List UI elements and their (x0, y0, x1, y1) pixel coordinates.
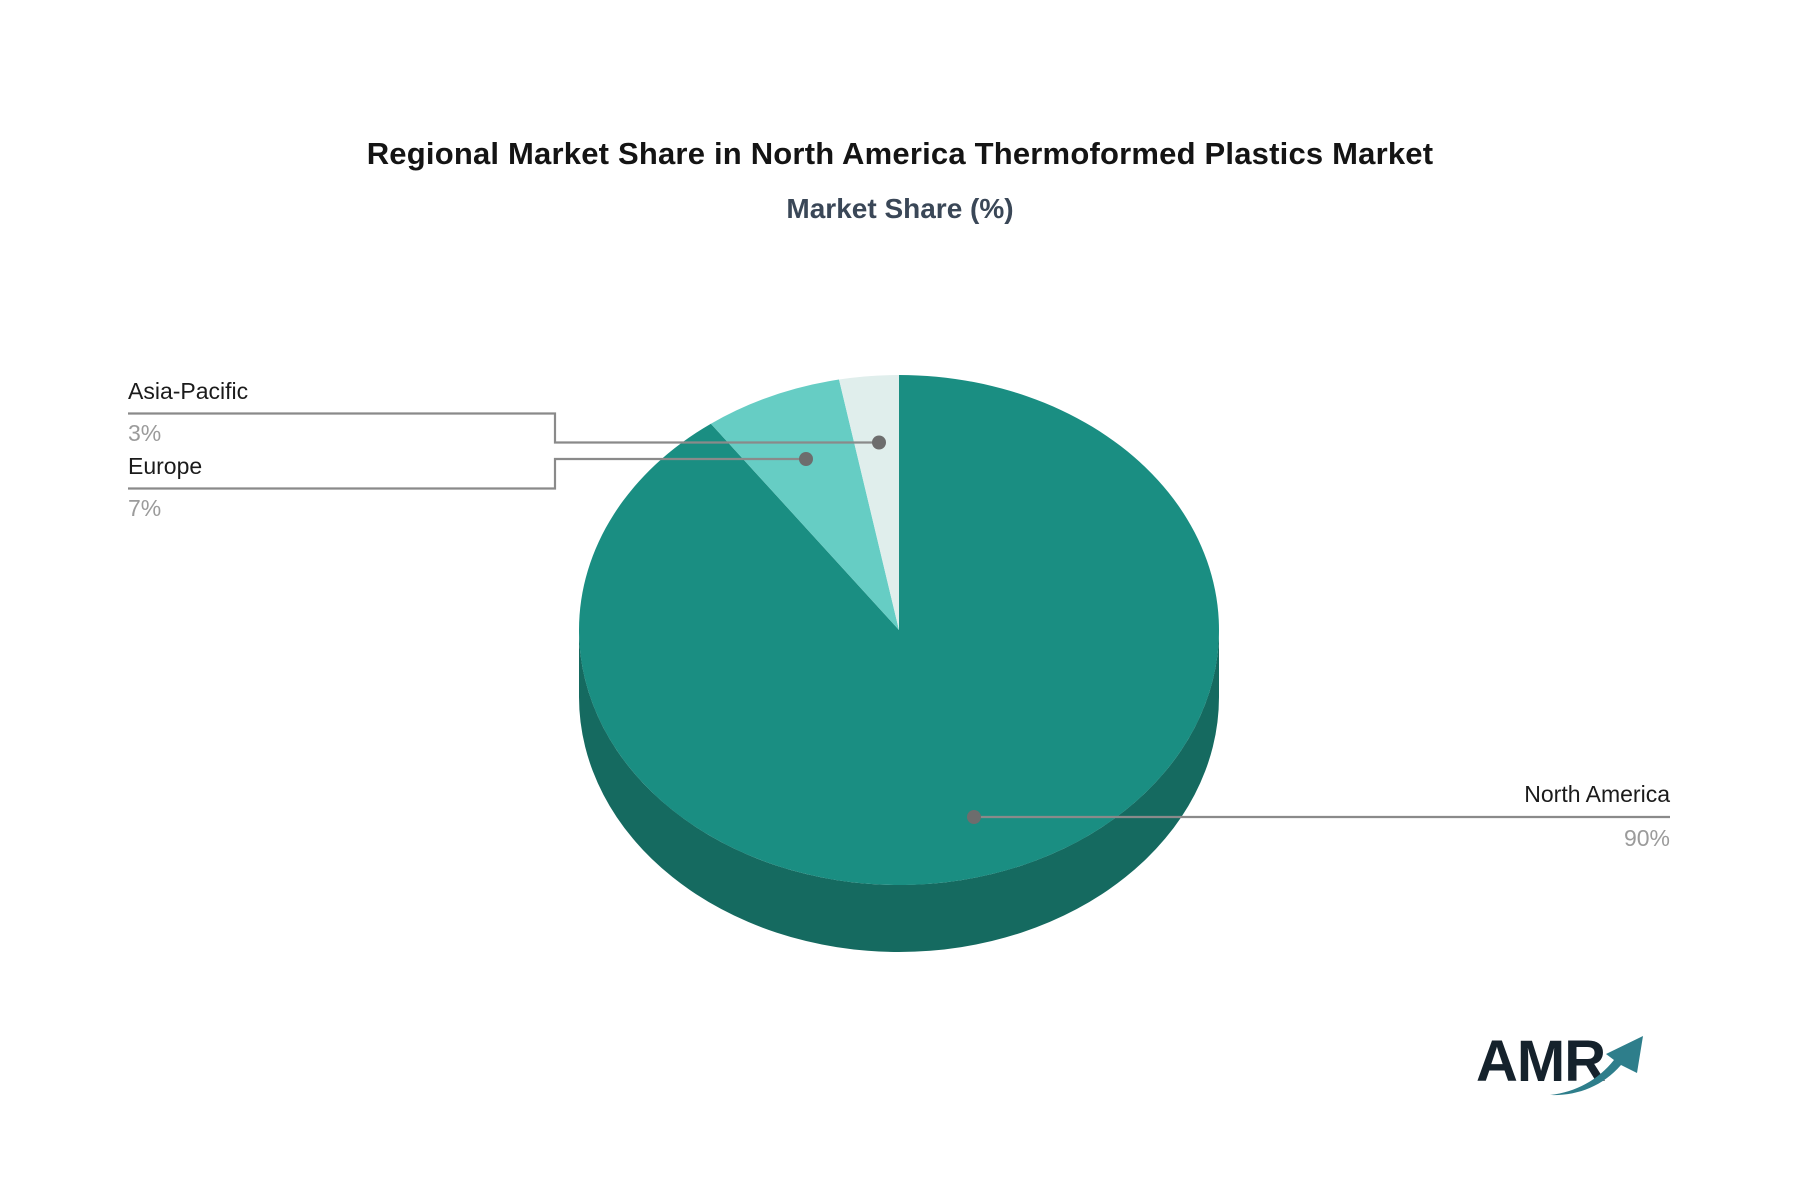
pie-side-3d (579, 630, 1219, 952)
amr-logo-text: AMR (1476, 1029, 1606, 1094)
chart-title: Regional Market Share in North America T… (366, 136, 1434, 171)
chart-subtitle: Market Share (%) (786, 193, 1014, 224)
amr-logo-arrow-icon (1550, 1036, 1643, 1096)
pie-slices-group (579, 375, 1219, 952)
amr-logo: AMR (1476, 1028, 1666, 1108)
leader-dot-europe (799, 452, 813, 466)
slice-label-europe: Europe (128, 453, 203, 479)
callout-lines-group (128, 412, 1670, 824)
slice-label-north-america: North America (1524, 781, 1670, 807)
leader-line-asia-pacific (128, 412, 879, 444)
leader-line-europe (128, 457, 806, 490)
leader-dot-asia-pacific (872, 435, 886, 450)
slice-value-north-america: 90% (1623, 825, 1670, 851)
slice-value-asia-pacific: 3% (128, 420, 162, 446)
leader-dot-north-america (967, 810, 981, 824)
slice-value-europe: 7% (128, 495, 162, 521)
slice-label-asia-pacific: Asia-Pacific (128, 378, 249, 404)
